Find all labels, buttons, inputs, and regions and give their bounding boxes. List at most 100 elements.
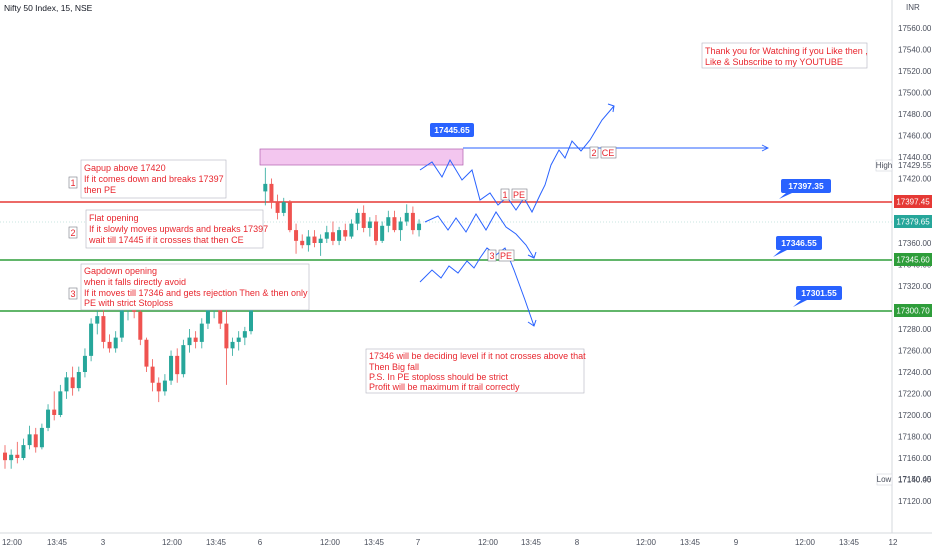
candle[interactable]: [82, 348, 87, 378]
time-tick-label: 13:45: [839, 538, 860, 547]
candle[interactable]: [361, 205, 366, 233]
candle-body: [9, 454, 14, 461]
projection-paths: [419, 103, 615, 327]
price-tick-label: 17260.00: [898, 347, 932, 356]
candle[interactable]: [199, 318, 204, 349]
candle-body: [162, 380, 167, 392]
candle[interactable]: [318, 234, 323, 256]
candle[interactable]: [193, 331, 198, 349]
candle[interactable]: [312, 230, 317, 248]
tag-pe1[interactable]: 1 PE: [500, 188, 528, 201]
candle[interactable]: [156, 377, 161, 403]
note-gapup-number: 1: [70, 178, 75, 188]
candle[interactable]: [46, 404, 51, 432]
candle-body: [410, 212, 415, 231]
time-axis[interactable]: 12:00 13:45 3 12:00 13:45 6 12:00 13:45 7 12:00 13…: [2, 538, 898, 547]
candle[interactable]: [287, 200, 292, 233]
candle[interactable]: [33, 427, 38, 453]
candle[interactable]: [417, 219, 422, 237]
candle-body: [52, 409, 57, 415]
candle[interactable]: [281, 197, 286, 217]
candle[interactable]: [113, 331, 118, 353]
candle[interactable]: [355, 208, 360, 231]
candle[interactable]: [58, 384, 63, 418]
note-thanks-line1: Thank you for Watching if you Like then …: [705, 46, 868, 56]
candle[interactable]: [330, 221, 335, 246]
candle[interactable]: [76, 366, 81, 392]
callout-17346[interactable]: 17346.55: [773, 236, 822, 257]
candle[interactable]: [144, 337, 149, 372]
candle[interactable]: [52, 391, 57, 421]
time-tick-label: 12:00: [478, 538, 499, 547]
candle[interactable]: [374, 215, 378, 246]
candle-body: [82, 355, 87, 372]
candle[interactable]: [337, 226, 342, 246]
time-tick-label: 13:45: [680, 538, 701, 547]
tag-pe3-number: 3: [489, 251, 494, 261]
candle[interactable]: [89, 318, 94, 362]
candle[interactable]: [349, 219, 354, 239]
candle[interactable]: [343, 223, 348, 241]
callout-17301[interactable]: 17301.55: [793, 286, 842, 307]
candle[interactable]: [236, 331, 241, 351]
callout-17445[interactable]: 17445.65: [430, 123, 474, 137]
candle[interactable]: [39, 423, 44, 450]
candle[interactable]: [410, 206, 415, 235]
candle[interactable]: [392, 210, 397, 233]
candle[interactable]: [107, 334, 112, 353]
candle[interactable]: [3, 445, 7, 469]
candle[interactable]: [21, 438, 26, 461]
note-gapdown[interactable]: 3 Gapdown opening when it falls directly…: [68, 263, 310, 311]
candle[interactable]: [386, 210, 391, 233]
candle[interactable]: [269, 178, 274, 209]
candle[interactable]: [9, 449, 14, 469]
note-flat[interactable]: 2 Flat opening If it slowly moves upward…: [68, 209, 268, 249]
candle[interactable]: [242, 326, 247, 346]
candle[interactable]: [27, 425, 32, 450]
resistance-zone[interactable]: [259, 148, 464, 166]
candle[interactable]: [294, 223, 299, 254]
note-thanks[interactable]: Thank you for Watching if you Like then …: [701, 42, 868, 69]
note-gapup[interactable]: 1 Gapup above 17420 If it comes down and…: [68, 159, 227, 199]
price-badge-17379-text: 17379.65: [896, 218, 930, 227]
candle[interactable]: [300, 234, 305, 249]
candle[interactable]: [95, 307, 100, 335]
note-summary[interactable]: 17346 will be deciding level if it not c…: [365, 348, 586, 394]
candle[interactable]: [306, 230, 311, 252]
candle[interactable]: [404, 204, 409, 226]
price-tick-label: 17420.00: [898, 175, 932, 184]
tag-ce-number: 2: [591, 148, 596, 158]
candle-body: [144, 339, 149, 367]
candle[interactable]: [224, 307, 229, 385]
candle[interactable]: [70, 366, 75, 396]
candle-body: [175, 355, 180, 375]
candle[interactable]: [64, 372, 69, 399]
callout-17397[interactable]: 17397.35: [779, 179, 831, 199]
candle-body: [224, 323, 229, 349]
candle[interactable]: [324, 225, 329, 243]
candle[interactable]: [169, 350, 174, 385]
symbol-title[interactable]: Nifty 50 Index, 15, NSE: [4, 3, 93, 13]
candle[interactable]: [367, 217, 372, 237]
candle[interactable]: [181, 339, 186, 378]
candle[interactable]: [230, 337, 235, 356]
candle[interactable]: [187, 329, 192, 353]
candle[interactable]: [162, 374, 167, 396]
time-tick-label: 12:00: [162, 538, 183, 547]
candle[interactable]: [380, 221, 385, 244]
note-gapup-line2: If it comes down and breaks 17397: [84, 174, 224, 184]
candle-body: [27, 434, 32, 446]
candle[interactable]: [150, 359, 155, 392]
pe1-projection-path: [424, 211, 535, 259]
candle[interactable]: [15, 441, 20, 464]
tag-ce[interactable]: 2 CE: [589, 146, 617, 159]
candle[interactable]: [175, 348, 180, 383]
candle[interactable]: [119, 305, 124, 342]
candle[interactable]: [263, 167, 268, 206]
candle[interactable]: [275, 194, 280, 220]
tag-pe3[interactable]: 3 PE: [487, 249, 515, 262]
candle[interactable]: [398, 217, 403, 241]
note-thanks-line2: Like & Subscribe to my YOUTUBE: [705, 57, 843, 67]
time-tick-label: 12:00: [2, 538, 23, 547]
